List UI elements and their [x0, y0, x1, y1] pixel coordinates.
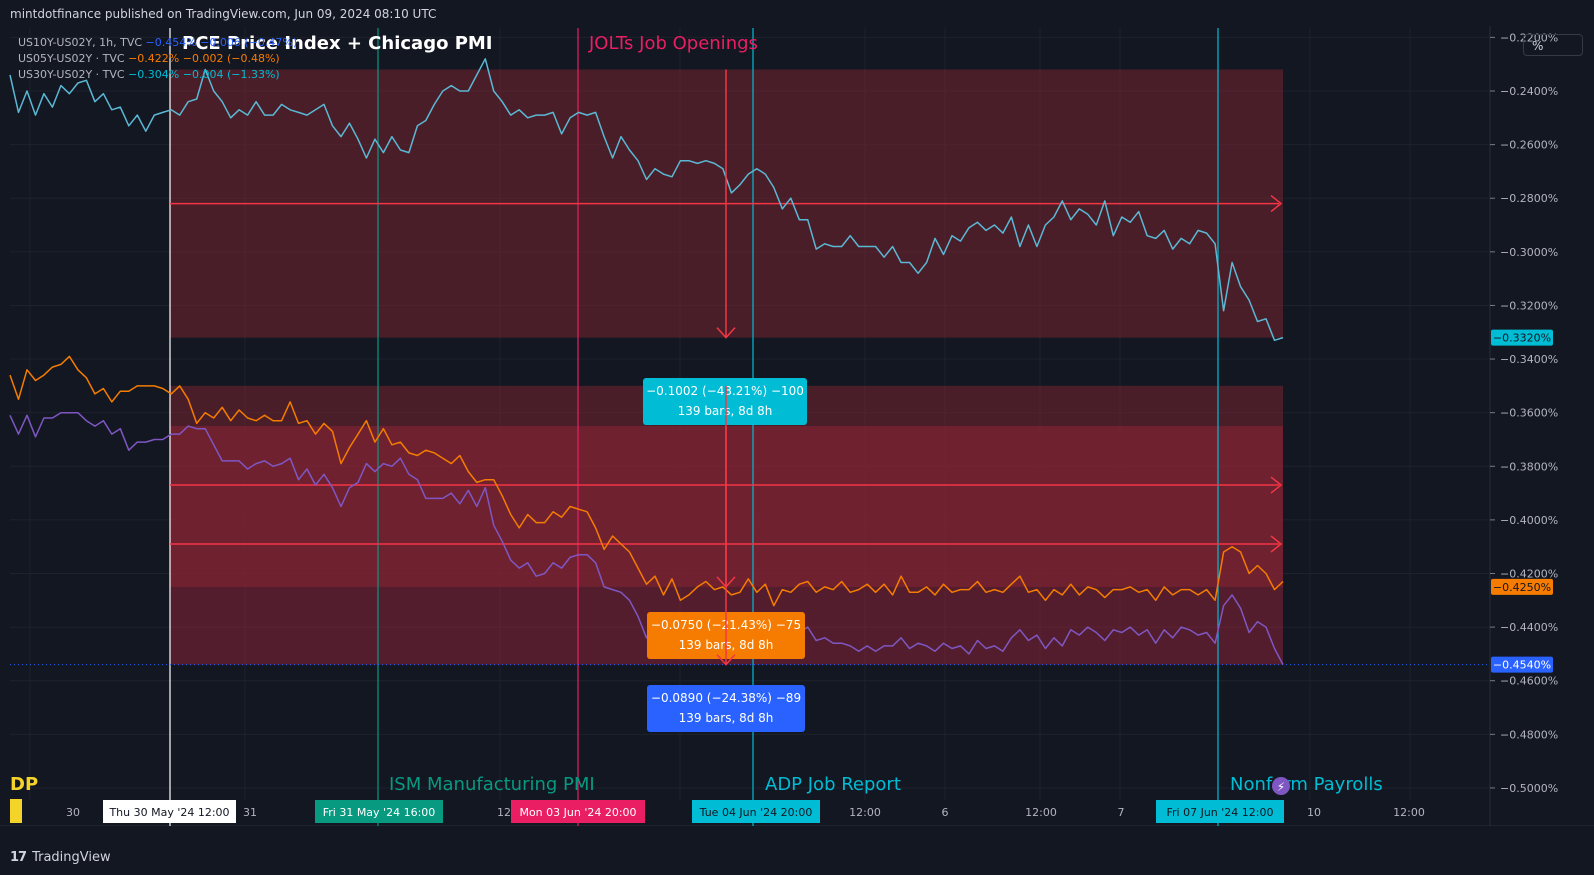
time-axis[interactable]: 30 31 12 12:00 6 12:00 7 10 12:00 Thu 30 May '24 … [66, 800, 1425, 823]
x-highlight-label: Thu 30 May '24 12:00 [108, 806, 229, 819]
x-tick-label: 12 [497, 806, 511, 819]
series-line [9, 411, 1284, 665]
y-tick-label: −0.3600% [1500, 407, 1558, 420]
x-highlight-label: Mon 03 Jun '24 20:00 [519, 806, 636, 819]
footer-band [0, 826, 1594, 875]
legend-value: −0.304% [128, 68, 180, 81]
y-tick-label: −0.2600% [1500, 139, 1558, 152]
y-tick-label: −0.3200% [1500, 299, 1558, 312]
event-labels: PCE Price Index + Chicago PMI ISM Manufac… [10, 33, 1383, 823]
x-highlight-tag [692, 800, 820, 823]
level-arrow [1270, 535, 1283, 553]
price-tag [1491, 578, 1553, 595]
legend-value: −0.454% [145, 36, 197, 49]
y-tick-label: −0.2400% [1500, 85, 1558, 98]
measure-change-label: −0.1002 (−43.21%) −100 [646, 384, 804, 398]
y-tick-label: −0.4600% [1500, 675, 1558, 688]
legend-change: −0.006 (−0.47%) [200, 36, 298, 49]
event-label: PCE Price Index + Chicago PMI [182, 33, 493, 54]
price-axis[interactable]: −0.2200%−0.2400%−0.2600%−0.2800%−0.3000%… [1490, 31, 1558, 795]
y-tick-label: −0.5000% [1500, 782, 1558, 795]
level-arrow [1270, 476, 1283, 494]
x-tick-label: 7 [1118, 806, 1125, 819]
legend-symbol: US30Y-US02Y · TVC [18, 68, 125, 81]
x-tick-label: 12:00 [849, 806, 881, 819]
x-highlight-tag [511, 800, 645, 823]
y-tick-label: −0.2800% [1500, 192, 1558, 205]
y-tick-label: −0.3000% [1500, 246, 1558, 259]
y-tick-label: −0.4400% [1500, 621, 1558, 634]
x-tick-label: 12:00 [1025, 806, 1057, 819]
footer-logo-text: TradingView [32, 850, 111, 865]
y-tick-label: −0.4000% [1500, 514, 1558, 527]
extra-event-label: DP [10, 774, 38, 795]
x-tick-label: 6 [942, 806, 949, 819]
event-label: Nonfarm Payrolls [1230, 774, 1383, 795]
series-line [9, 355, 1284, 607]
x-highlight-label: Fri 07 Jun '24 12:00 [1167, 806, 1274, 819]
legend-change: −0.002 (−0.48%) [182, 52, 280, 65]
event-label: ISM Manufacturing PMI [389, 774, 595, 795]
measure-box [643, 378, 807, 425]
x-tick-label: 30 [66, 806, 80, 819]
legend-symbol: US05Y-US02Y · TVC [18, 52, 125, 65]
y-tick-label: −0.4800% [1500, 728, 1558, 741]
price-tag-label: −0.4250% [1493, 581, 1551, 594]
level-arrow [1270, 194, 1283, 213]
y-tick-label: −0.3800% [1500, 460, 1558, 473]
x-highlight-tag [103, 800, 236, 823]
legend-value: −0.422% [128, 52, 180, 65]
x-highlight-tag [315, 800, 443, 823]
y-tick-label: −0.4200% [1500, 567, 1558, 580]
x-highlight-tag [1156, 800, 1284, 823]
publisher-line: mintdotfinance published on TradingView.… [10, 7, 437, 21]
event-label: JOLTs Job Openings [588, 33, 758, 54]
measure-arrow [716, 327, 736, 339]
footer: 17 TradingView [10, 850, 111, 865]
tradingview-logo-icon: 17 [10, 850, 27, 865]
measurement-tools: −0.1002 (−43.21%) −100 139 bars, 8d 8h −0.… [643, 69, 807, 732]
legend-row[interactable]: US10Y-US02Y, 1h, TVC −0.454% −0.006 (−0.… [18, 35, 297, 51]
measure-bars-label: 139 bars, 8d 8h [679, 711, 774, 725]
x-highlight-label: Fri 31 May '24 16:00 [323, 806, 436, 819]
series-legend: US10Y-US02Y, 1h, TVC −0.454% −0.006 (−0.… [18, 35, 297, 83]
series-line [9, 58, 1284, 342]
x-tick-label: 10 [1307, 806, 1321, 819]
measure-box [647, 685, 805, 732]
series-lines [9, 58, 1284, 665]
measure-change-label: −0.0890 (−24.38%) −89 [651, 691, 801, 705]
x-highlight-label: Tue 04 Jun '24 20:00 [699, 806, 813, 819]
y-tick-label: −0.3400% [1500, 353, 1558, 366]
price-tag [1491, 329, 1553, 346]
lightning-glyph: ⚡ [1277, 780, 1285, 794]
price-tag [1491, 656, 1553, 673]
measure-bars-label: 139 bars, 8d 8h [678, 404, 773, 418]
scale-mode-button[interactable]: % [1523, 34, 1583, 56]
price-tag-label: −0.4540% [1493, 659, 1551, 672]
legend-change: −0.004 (−1.33%) [182, 68, 280, 81]
extra-event-tag [10, 799, 22, 823]
measure-arrow [716, 654, 736, 666]
price-tag-label: −0.3320% [1493, 332, 1551, 345]
legend-symbol: US10Y-US02Y, 1h, TVC [18, 36, 143, 49]
lightning-icon [1272, 777, 1290, 795]
legend-row[interactable]: US30Y-US02Y · TVC −0.304% −0.004 (−1.33%… [18, 67, 297, 83]
event-label: ADP Job Report [765, 774, 901, 795]
legend-row[interactable]: US05Y-US02Y · TVC −0.422% −0.002 (−0.48%… [18, 51, 297, 67]
x-tick-label: 31 [243, 806, 257, 819]
x-tick-label: 12:00 [1393, 806, 1425, 819]
